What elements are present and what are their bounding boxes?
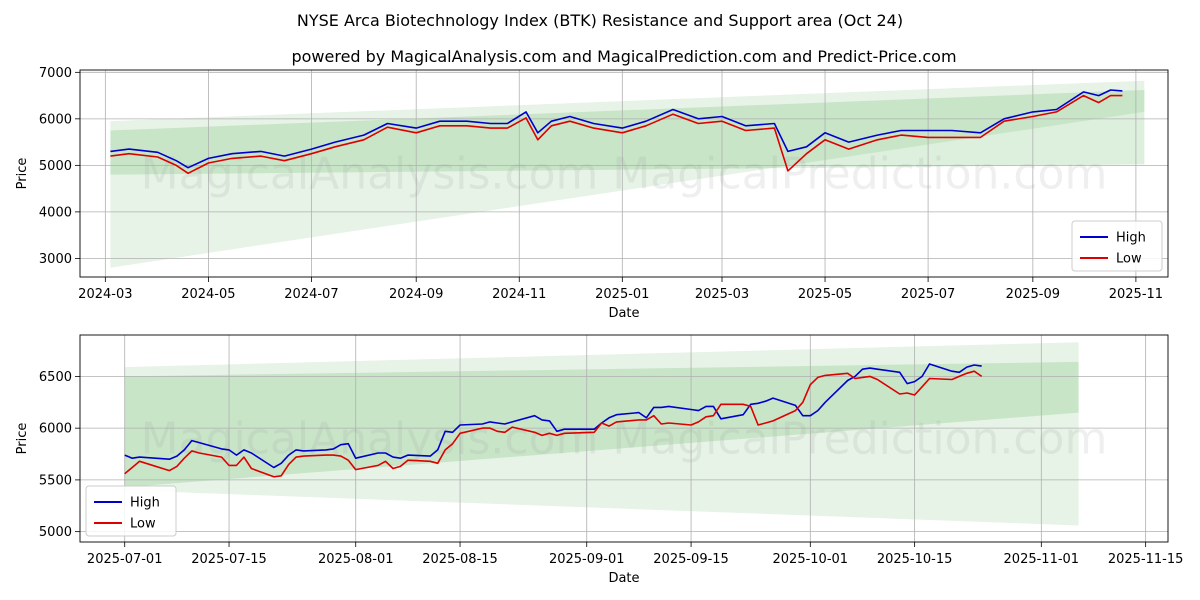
x-tick-label: 2025-11-01 [1004,552,1080,567]
plot-frame [79,334,1169,543]
chart-title: NYSE Arca Biotechnology Index (BTK) Resi… [297,11,903,30]
series-line-high [110,89,1123,169]
x-tick-label: 2024-05 [181,287,235,302]
legend-label-high: High [130,496,160,511]
y-tick-label: 4000 [39,205,72,220]
panel-bottom: 2025-07-01 2025-07-15 2025-08-01 2025-08-15… [15,334,1184,586]
series-line-low [110,94,1123,175]
y-tick-label: 5000 [39,525,72,540]
x-tick-label: 2025-05 [798,287,852,302]
x-tick-label: 2025-07-01 [87,552,163,567]
x-tick-label: 2025-08-15 [422,552,498,567]
x-tick-label: 2025-10-01 [773,552,849,567]
x-axis-label: Date [608,571,639,586]
band-outer [110,80,1145,268]
legend-label-high: High [1116,231,1146,246]
legend-label-low: Low [1116,252,1142,267]
panel-top: 2024-03 2024-05 2024-07 2024-09 2024-11 2025-… [15,66,1169,321]
chart-subtitle: powered by MagicalAnalysis.com and Magic… [291,47,956,66]
x-tick-label: 2024-11 [492,287,546,302]
x-tick-label: 2025-08-01 [318,552,394,567]
x-tick-label: 2024-07 [284,287,338,302]
x-tick-label: 2025-11-15 [1108,552,1184,567]
series-line-low [124,370,983,478]
plot-frame [79,69,1169,278]
x-tick-label: 2025-11 [1109,287,1163,302]
y-tick-label: 6000 [39,422,72,437]
x-tick-label: 2025-07-15 [191,552,267,567]
y-tick-label: 5000 [39,159,72,174]
y-axis-label: Price [15,423,30,455]
x-axis-label: Date [608,306,639,321]
y-tick-label: 3000 [39,252,72,267]
legend-label-low: Low [130,517,156,532]
y-tick-label: 6500 [39,370,72,385]
x-tick-label: 2025-10-15 [877,552,953,567]
x-tick-label: 2024-09 [389,287,443,302]
x-tick-label: 2025-03 [695,287,749,302]
x-tick-label: 2025-07 [901,287,955,302]
y-tick-label: 6000 [39,112,72,127]
y-tick-label: 5500 [39,473,72,488]
x-tick-label: 2024-03 [78,287,132,302]
x-tick-label: 2025-01 [595,287,649,302]
y-tick-label: 7000 [39,66,72,81]
x-tick-label: 2025-09-15 [653,552,729,567]
band-inner [110,90,1145,175]
x-tick-label: 2025-09 [1006,287,1060,302]
legend: High Low [1071,220,1163,272]
series-line-high [124,363,982,469]
legend: High Low [85,485,177,537]
x-tick-label: 2025-09-01 [549,552,625,567]
y-axis-label: Price [15,158,30,190]
